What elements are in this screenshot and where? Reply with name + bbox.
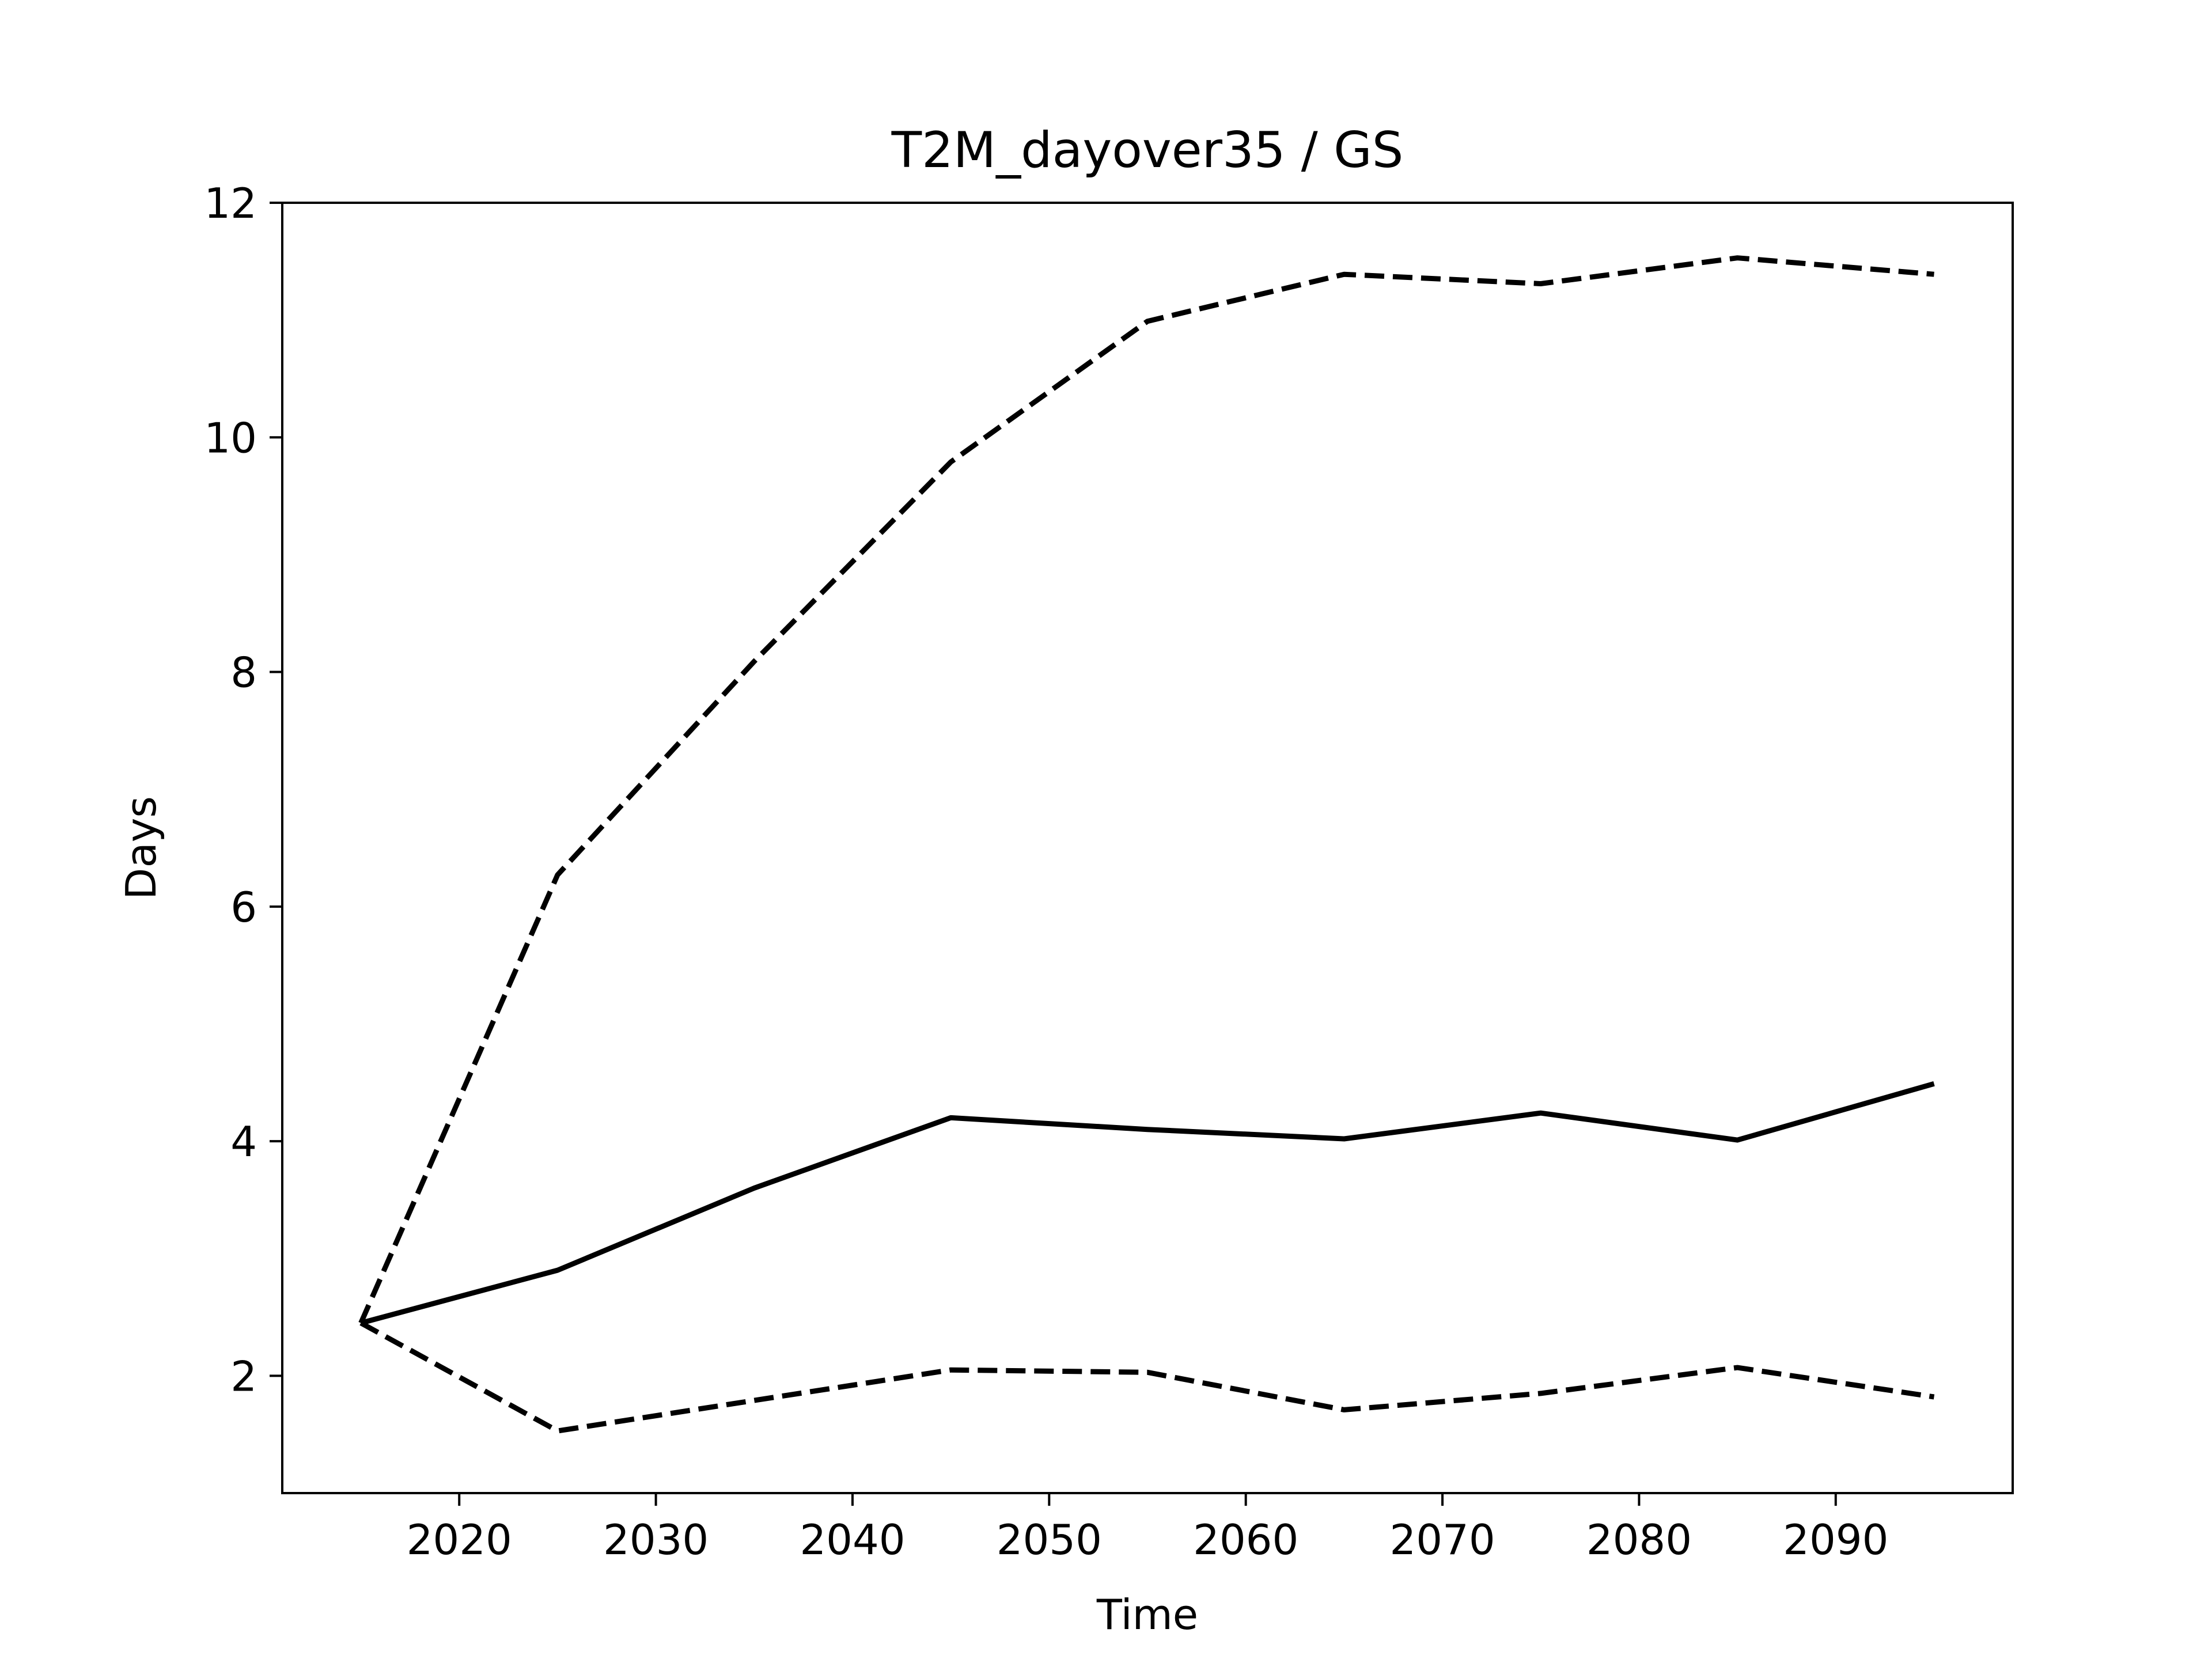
plot-frame bbox=[281, 202, 2014, 1494]
y-axis-label: Days bbox=[117, 796, 165, 900]
y-tick-label: 8 bbox=[230, 649, 257, 697]
x-tick-label: 2080 bbox=[1586, 1516, 1692, 1564]
x-tick-label: 2040 bbox=[800, 1516, 905, 1564]
x-tick-label: 2020 bbox=[407, 1516, 512, 1564]
x-axis-label: Time bbox=[1096, 1590, 1198, 1639]
series-line-0 bbox=[360, 1081, 1935, 1326]
chart-title: T2M_dayover35 / GS bbox=[891, 122, 1404, 179]
y-axis-ticks: 2 4 6 8 10 12 bbox=[204, 179, 282, 1400]
x-tick-label: 2060 bbox=[1193, 1516, 1298, 1564]
series-line-2 bbox=[359, 1320, 1935, 1434]
x-tick-label: 2050 bbox=[997, 1516, 1102, 1564]
x-tick-label: 2090 bbox=[1783, 1516, 1888, 1564]
y-tick-label: 10 bbox=[204, 414, 257, 462]
y-tick-label: 6 bbox=[230, 883, 257, 931]
x-axis-ticks: 2020 2030 2040 2050 2060 2070 2080 2090 bbox=[407, 1493, 1888, 1564]
series-line-1 bbox=[358, 255, 1934, 1324]
x-tick-label: 2070 bbox=[1389, 1516, 1495, 1564]
series-lines bbox=[358, 255, 1935, 1434]
x-tick-label: 2030 bbox=[603, 1516, 709, 1564]
y-tick-label: 4 bbox=[230, 1118, 257, 1166]
y-tick-label: 12 bbox=[204, 179, 257, 228]
y-tick-label: 2 bbox=[230, 1352, 257, 1400]
